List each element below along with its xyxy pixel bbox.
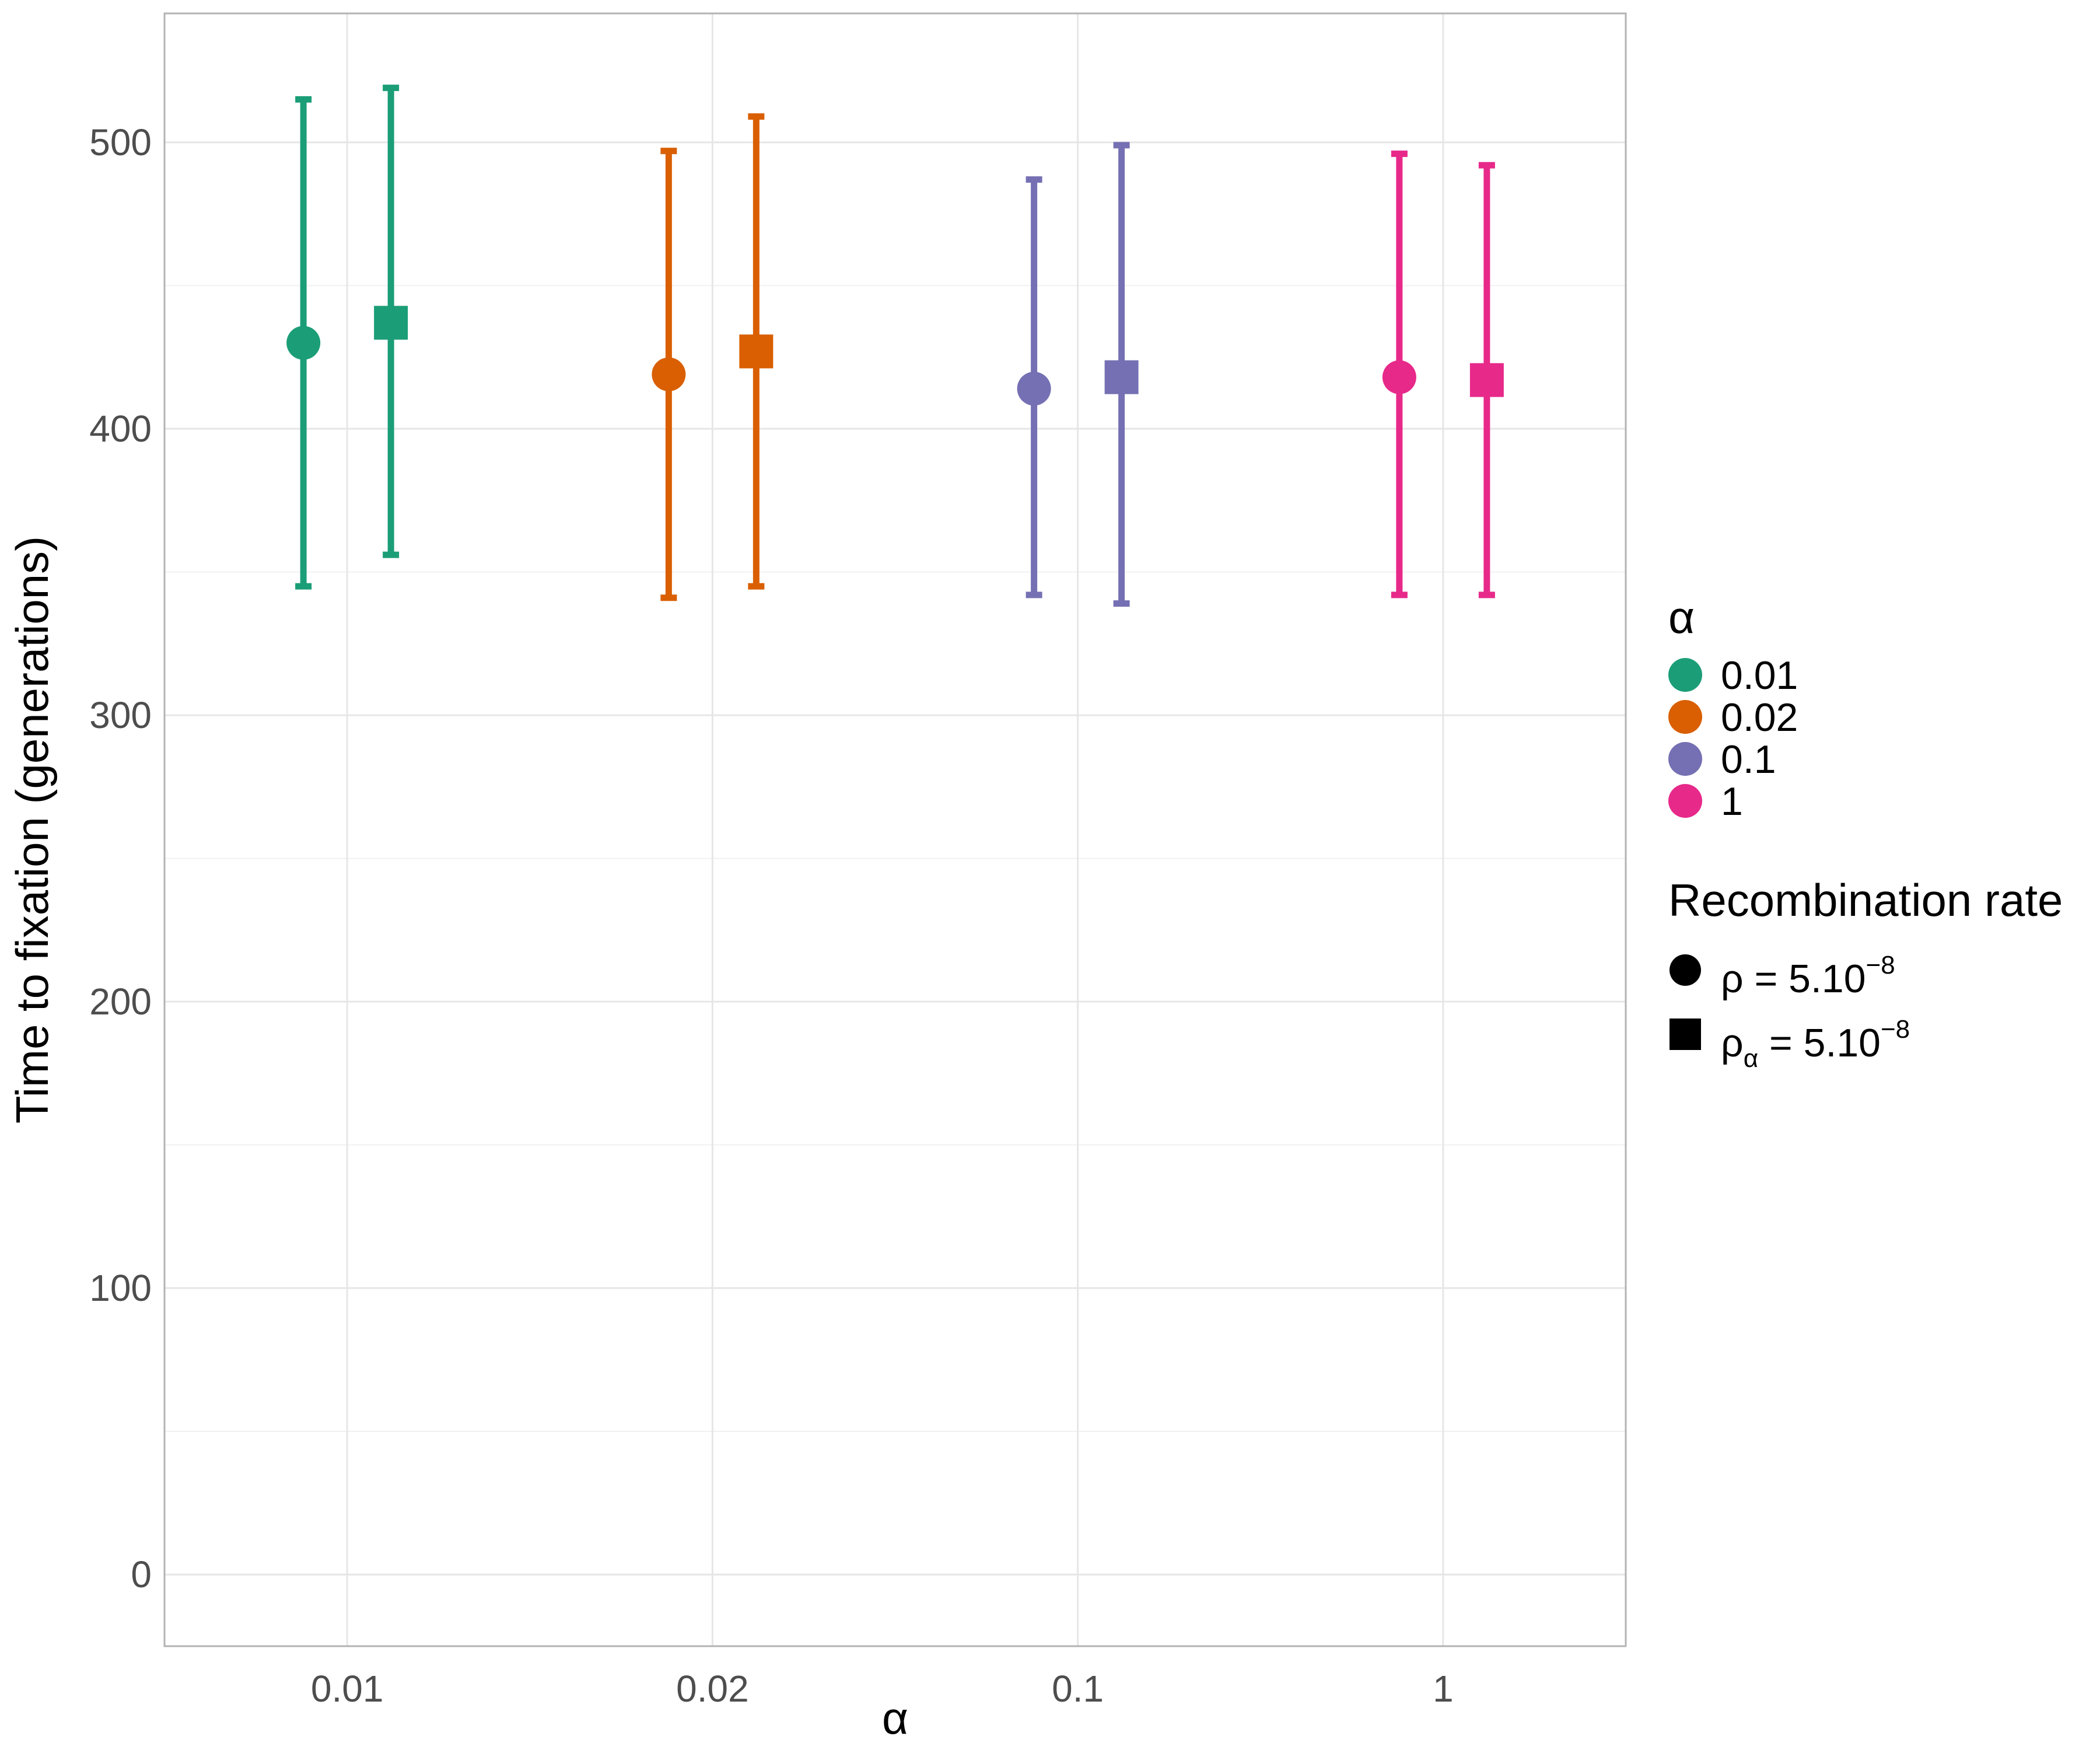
y-tick-label: 500 <box>89 121 152 163</box>
point-square-1 <box>1469 162 1504 598</box>
marker-square <box>739 334 774 369</box>
marker-square <box>1469 363 1504 397</box>
grid-minor <box>164 285 1626 1432</box>
marker-circle <box>652 357 686 391</box>
legend-swatch <box>1668 658 1702 692</box>
legend-label: 0.02 <box>1721 695 1798 740</box>
legend-shape-circle <box>1670 954 1701 986</box>
y-axis-title: Time to fixation (generations) <box>6 536 58 1124</box>
legend-item-square: ρα = 5.10−8 <box>1670 1015 1910 1073</box>
legend-label: ρ = 5.10−8 <box>1721 951 1895 1001</box>
legend-shape-items: ρ = 5.10−8 ρα = 5.10−8 <box>1670 951 1910 1073</box>
x-tick-label: 0.01 <box>311 1668 384 1710</box>
legend-color-title: α <box>1668 592 1695 643</box>
legend-item-0.01: 0.01 <box>1668 653 1798 698</box>
panel-border <box>163 12 1627 1647</box>
legend-item-1: 1 <box>1668 779 1743 824</box>
legend-shape-title: Recombination rate <box>1668 874 2063 926</box>
legend-item-0.1: 0.1 <box>1668 737 1776 782</box>
x-tick-label: 1 <box>1433 1668 1454 1710</box>
legend-label: ρα = 5.10−8 <box>1721 1015 1910 1073</box>
y-tick-label: 400 <box>89 408 152 450</box>
legend-label: 0.01 <box>1721 653 1798 698</box>
point-circle-0.02 <box>652 148 686 601</box>
legend-color-items: 0.010.020.11 <box>1668 653 1798 824</box>
legend-item-circle: ρ = 5.10−8 <box>1670 951 1895 1001</box>
legend-shape-square <box>1670 1019 1701 1050</box>
point-circle-0.1 <box>1017 176 1051 598</box>
y-tick-label: 200 <box>89 981 152 1023</box>
y-tick-labels: 0 100 200 300 400 500 <box>89 121 152 1595</box>
legend-item-0.02: 0.02 <box>1668 695 1798 740</box>
legend-swatch <box>1668 742 1702 776</box>
legend-swatch <box>1668 700 1702 734</box>
data-marks <box>286 85 1504 607</box>
legend-swatch <box>1668 784 1702 818</box>
point-square-0.02 <box>739 113 774 590</box>
grid-major <box>164 13 1626 1646</box>
legend-label: 0.1 <box>1721 737 1776 782</box>
x-tick-labels: 0.01 0.02 0.1 1 <box>311 1668 1454 1710</box>
marker-circle <box>1382 360 1416 394</box>
marker-square <box>1104 360 1139 394</box>
marker-square <box>374 306 408 340</box>
y-tick-label: 0 <box>131 1553 152 1595</box>
x-tick-label: 0.1 <box>1052 1668 1104 1710</box>
legend: α 0.010.020.11 Recombination rate ρ = 5.… <box>1668 592 2063 1073</box>
marker-circle <box>286 326 321 360</box>
y-tick-label: 100 <box>89 1267 152 1309</box>
point-circle-0.01 <box>286 96 321 590</box>
x-axis-title: α <box>882 1692 908 1744</box>
x-tick-label: 0.02 <box>676 1668 749 1710</box>
point-square-0.1 <box>1104 142 1139 607</box>
y-tick-label: 300 <box>89 694 152 736</box>
point-circle-1 <box>1382 150 1416 598</box>
legend-label: 1 <box>1721 779 1743 824</box>
marker-circle <box>1017 372 1051 406</box>
point-square-0.01 <box>374 85 408 558</box>
